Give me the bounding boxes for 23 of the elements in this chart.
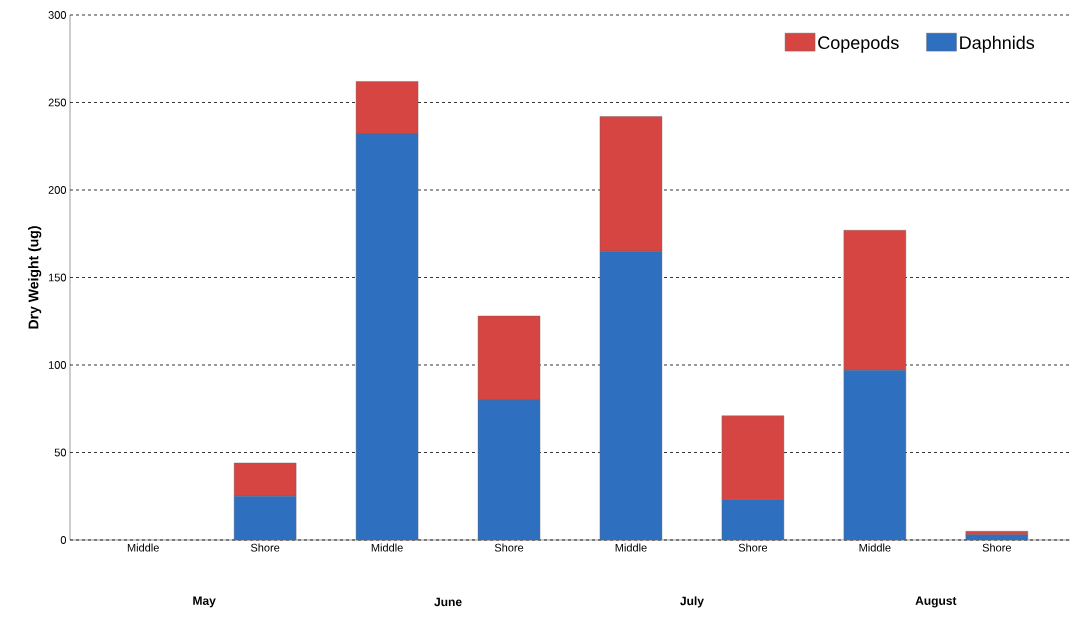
y-tick-label: 100 bbox=[48, 361, 67, 369]
y-tick-label: 150 bbox=[48, 273, 67, 282]
x-tick-label: Shore bbox=[250, 543, 280, 552]
y-tick-label: 50 bbox=[54, 448, 67, 457]
y-tick-label: 200 bbox=[48, 186, 67, 194]
x-tick-label: Middle bbox=[615, 543, 647, 552]
text: May bbox=[193, 596, 216, 608]
bar bbox=[965, 534, 1029, 541]
x-tick-label: Shore bbox=[738, 543, 768, 552]
text: July bbox=[680, 596, 704, 608]
x-tick-label: Shore bbox=[494, 543, 524, 552]
x-tick-label: Middle bbox=[371, 543, 403, 552]
text: August bbox=[915, 596, 957, 608]
x-tick-label: Shore bbox=[982, 543, 1011, 552]
y-tick-label: 300 bbox=[48, 11, 67, 19]
x-tick-label: Middle bbox=[127, 543, 159, 552]
legend-label: Daphnids bbox=[960, 35, 1035, 53]
legend-label: Copepods bbox=[818, 35, 899, 53]
text: June bbox=[434, 597, 462, 607]
x-tick-label: Middle bbox=[859, 543, 891, 552]
y-tick-label: 250 bbox=[48, 98, 67, 107]
y-axis-title: Dry Weight (ug) bbox=[28, 226, 42, 329]
y-tick-label: 0 bbox=[60, 536, 67, 544]
